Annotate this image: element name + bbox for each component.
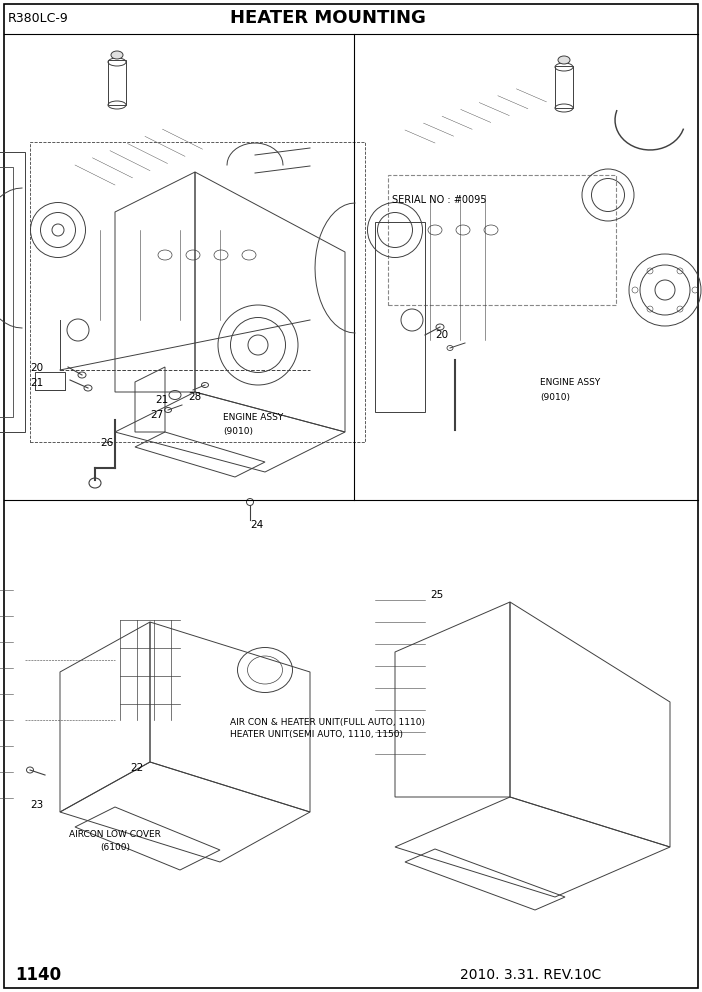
Text: ENGINE ASSY: ENGINE ASSY [223,413,283,422]
Text: ENGINE ASSY: ENGINE ASSY [540,378,600,387]
Text: HEATER UNIT(SEMI AUTO, 1110, 1150): HEATER UNIT(SEMI AUTO, 1110, 1150) [230,730,403,739]
Ellipse shape [558,56,570,64]
Text: 24: 24 [250,520,263,530]
Text: 2010. 3.31. REV.10C: 2010. 3.31. REV.10C [460,968,601,982]
Text: (6100): (6100) [100,843,130,852]
Text: 23: 23 [30,800,44,810]
Text: 22: 22 [130,763,143,773]
Text: HEATER MOUNTING: HEATER MOUNTING [230,9,426,27]
Text: R380LC-9: R380LC-9 [8,12,69,25]
Bar [35,372,65,390]
Text: (9010): (9010) [540,393,570,402]
Text: (9010): (9010) [223,427,253,436]
Text: 25: 25 [430,590,443,600]
Text: 26: 26 [100,438,113,448]
Text: 20: 20 [30,363,43,373]
Text: 28: 28 [188,392,201,402]
Text: 20: 20 [435,330,448,340]
Text: 1140: 1140 [15,966,61,984]
Ellipse shape [111,51,123,59]
Text: SERIAL NO : #0095: SERIAL NO : #0095 [392,195,486,205]
Text: 21: 21 [155,395,168,405]
Bar [108,60,126,105]
Text: AIRCON LOW COVER: AIRCON LOW COVER [69,830,161,839]
Text: 27: 27 [150,410,164,420]
Text: 21: 21 [30,378,44,388]
Text: AIR CON & HEATER UNIT(FULL AUTO, 1110): AIR CON & HEATER UNIT(FULL AUTO, 1110) [230,718,425,727]
Bar [555,66,573,108]
Bar [388,175,616,305]
